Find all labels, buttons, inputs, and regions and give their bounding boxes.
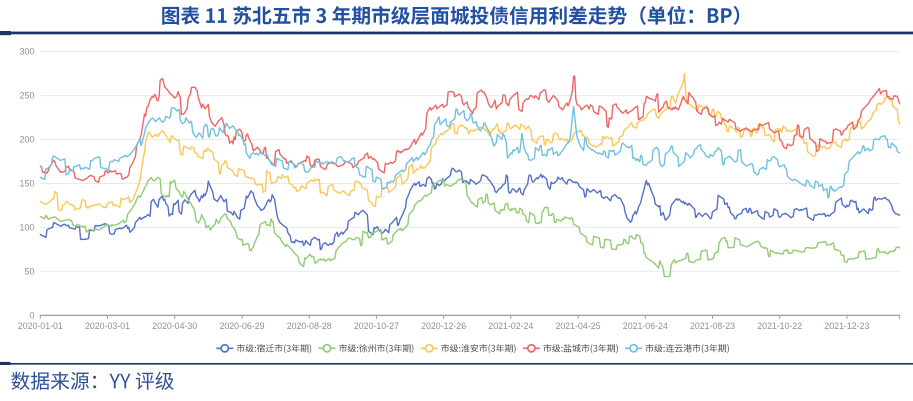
- svg-text:2021-02-24: 2021-02-24: [488, 321, 533, 331]
- svg-text:2020-10-27: 2020-10-27: [354, 321, 399, 331]
- svg-text:2021-12-23: 2021-12-23: [824, 321, 869, 331]
- svg-text:2020-03-01: 2020-03-01: [85, 321, 130, 331]
- svg-text:50: 50: [24, 266, 34, 276]
- svg-text:2021-04-25: 2021-04-25: [556, 321, 601, 331]
- svg-text:200: 200: [19, 135, 34, 145]
- svg-text:250: 250: [19, 91, 34, 101]
- svg-text:2021-08-23: 2021-08-23: [690, 321, 735, 331]
- svg-text:300: 300: [19, 47, 34, 57]
- svg-text:2020-06-29: 2020-06-29: [220, 321, 265, 331]
- svg-text:150: 150: [19, 179, 34, 189]
- svg-text:2020-08-28: 2020-08-28: [287, 321, 332, 331]
- svg-text:2020-12-26: 2020-12-26: [421, 321, 466, 331]
- svg-text:100: 100: [19, 222, 34, 232]
- svg-text:2021-06-24: 2021-06-24: [623, 321, 668, 331]
- svg-text:2020-01-01: 2020-01-01: [18, 321, 63, 331]
- svg-text:0: 0: [29, 310, 34, 320]
- svg-text:2021-10-22: 2021-10-22: [757, 321, 802, 331]
- svg-text:2020-04-30: 2020-04-30: [152, 321, 197, 331]
